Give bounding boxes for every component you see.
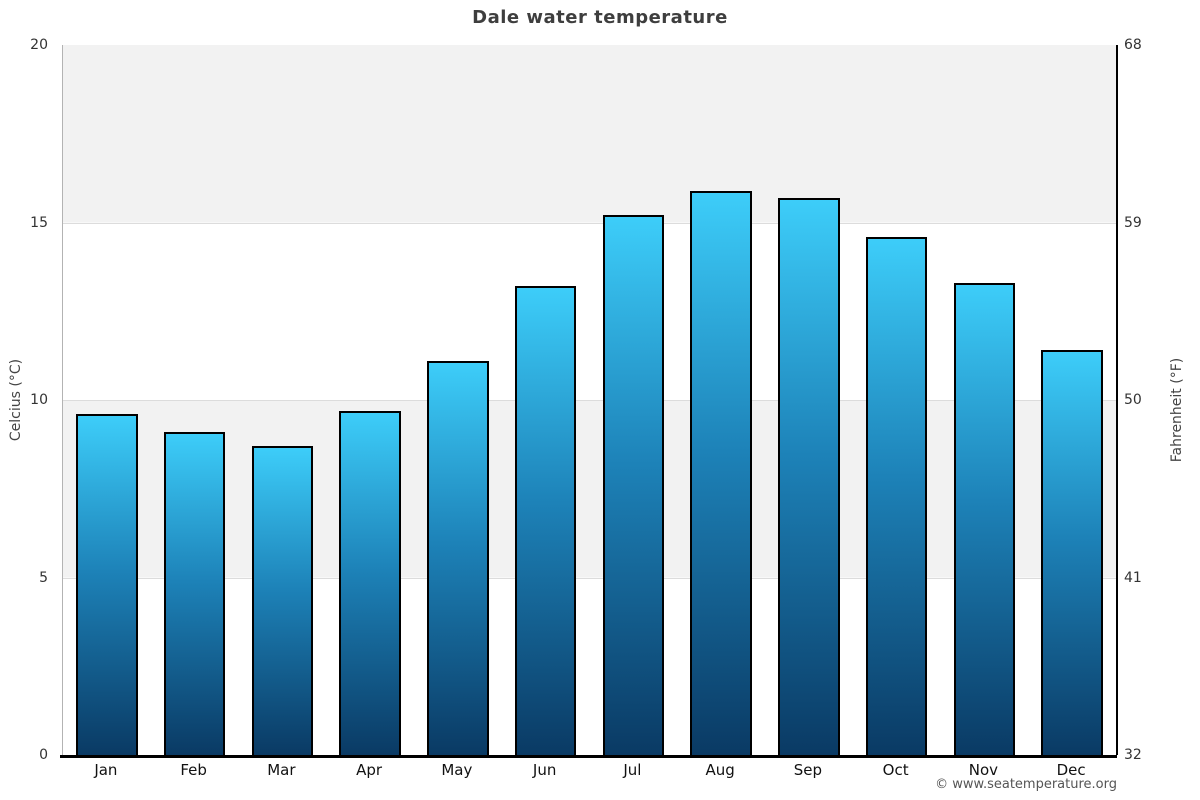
x-label-jun: Jun (532, 761, 557, 779)
tick-celsius-0: 0 (39, 747, 48, 763)
plot-area (62, 45, 1118, 755)
gridline-15c (63, 222, 1116, 224)
x-label-sep: Sep (793, 761, 823, 779)
bar-sep (778, 197, 840, 755)
y-axis-ticks-fahrenheit: 32 41 50 59 68 (1124, 38, 1194, 762)
tick-fahrenheit-32: 32 (1124, 747, 1142, 763)
tick-celsius-10: 10 (30, 392, 48, 408)
x-axis-labels: Jan Feb Mar Apr May Jun Jul Aug Sep Oct Nov Dec (62, 761, 1115, 779)
x-label-dec: Dec (1056, 761, 1086, 779)
x-label-jul: Jul (623, 761, 642, 779)
bar-aug (690, 190, 752, 755)
tick-fahrenheit-50: 50 (1124, 392, 1142, 408)
bar-slot-nov (941, 45, 1029, 755)
y-axis-title-fahrenheit: Fahrenheit (°F) (1169, 357, 1185, 463)
y-axis-title-celsius: Celcius (°C) (8, 358, 24, 442)
bar-mar (251, 446, 314, 755)
x-label-mar: Mar (267, 761, 296, 779)
bar-dec (1041, 350, 1103, 755)
bar-slot-jul (590, 45, 678, 755)
bars-row (63, 45, 1116, 755)
tick-celsius-20: 20 (30, 37, 48, 53)
bar-slot-sep (765, 45, 853, 755)
x-label-nov: Nov (968, 761, 999, 779)
bar-slot-dec (1028, 45, 1116, 755)
tick-celsius-15: 15 (30, 214, 48, 231)
x-label-aug: Aug (705, 761, 735, 779)
x-label-jan: Jan (94, 761, 118, 779)
tick-fahrenheit-68: 68 (1124, 37, 1142, 53)
x-label-apr: Apr (356, 761, 383, 779)
copyright-text: © www.seatemperature.org (935, 777, 1117, 792)
bar-nov (953, 282, 1016, 755)
bar-slot-jun (502, 45, 590, 755)
bar-apr (339, 410, 401, 755)
tick-celsius-5: 5 (39, 569, 48, 586)
bar-jun (514, 286, 577, 755)
bar-jul (602, 215, 665, 755)
bar-slot-jan (63, 45, 151, 755)
y-axis-ticks-celsius: 0 5 10 15 20 (0, 38, 54, 762)
bar-slot-aug (677, 45, 765, 755)
x-label-may: May (441, 761, 473, 779)
chart-title: Dale water temperature (472, 7, 728, 28)
bar-slot-oct (853, 45, 941, 755)
gridline-10c (63, 400, 1116, 401)
bar-oct (865, 236, 928, 755)
x-axis-line (60, 755, 1117, 758)
bar-may (427, 360, 489, 755)
x-label-feb: Feb (180, 761, 207, 779)
bar-jan (76, 414, 138, 755)
gridline-5c (63, 577, 1116, 579)
tick-fahrenheit-41: 41 (1124, 569, 1142, 586)
bar-slot-apr (326, 45, 414, 755)
bar-slot-may (414, 45, 502, 755)
tick-fahrenheit-59: 59 (1124, 214, 1142, 231)
bar-feb (163, 431, 226, 755)
bar-slot-mar (239, 45, 327, 755)
x-label-oct: Oct (882, 761, 909, 779)
bar-slot-feb (151, 45, 239, 755)
